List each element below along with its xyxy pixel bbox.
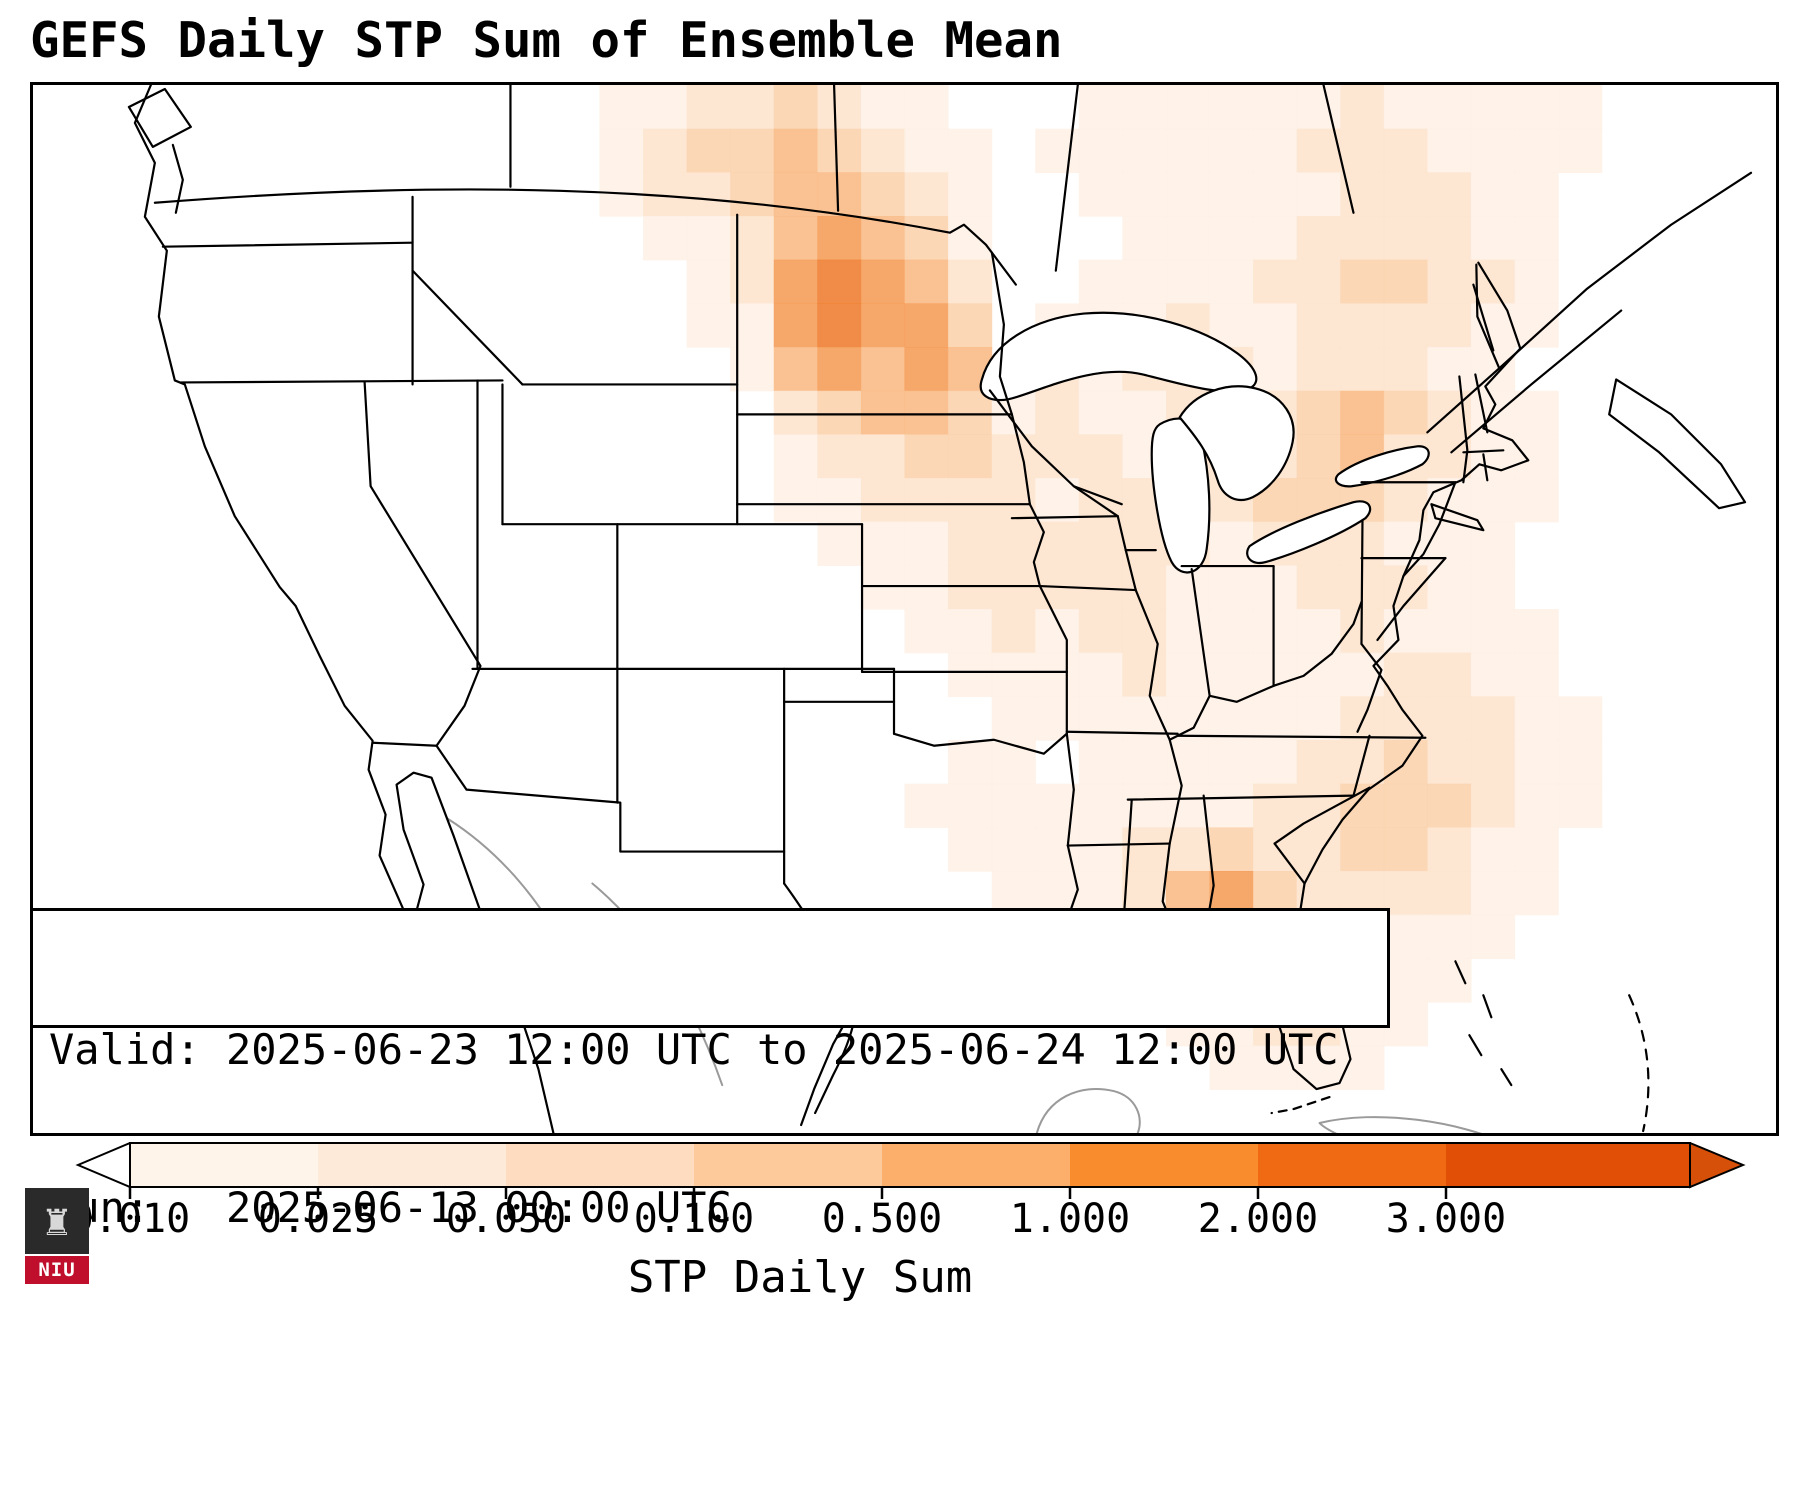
valid-time-text: Valid: 2025-06-23 12:00 UTC to 2025-06-2… [49,1025,1339,1074]
tick-label: 0.010 [69,1196,191,1242]
lake-ontario [1334,445,1430,488]
colorbar-over-arrow [1689,1141,1746,1189]
niu-logo-text: NIU [25,1256,89,1284]
page-title: GEFS Daily STP Sum of Ensemble Mean [30,12,1063,69]
tick-label: 0.500 [821,1196,943,1242]
us-map [127,85,1753,1133]
lake-huron [1178,385,1295,501]
niu-logo: ♜ NIU [25,1188,89,1288]
tick-label: 0.025 [257,1196,379,1242]
colorbar [75,1141,1747,1202]
validity-info-box: Valid: 2025-06-23 12:00 UTC to 2025-06-2… [30,908,1390,1232]
tick-label: 3.000 [1385,1196,1507,1242]
colorbar-gradient [75,1141,1746,1199]
tick-label: 1.000 [1009,1196,1131,1242]
colorbar-tick-labels: 0.010 0.025 0.050 0.100 0.500 1.000 2.00… [70,1196,1747,1244]
run-time-text: Run: 2025-06-13 00:00 UTC [49,1182,732,1232]
tick-label: 0.050 [445,1196,567,1242]
lake-erie [1246,500,1372,565]
tick-label: 0.100 [633,1196,755,1242]
colorbar-label: STP Daily Sum [627,1252,973,1303]
great-lakes [979,311,1430,574]
castle-icon: ♜ [25,1188,89,1254]
colorbar-tick-marks [128,1187,1448,1199]
heatmap-cells [599,85,1603,1090]
tick-label: 2.000 [1197,1196,1319,1242]
colorbar-segments [130,1143,1690,1187]
